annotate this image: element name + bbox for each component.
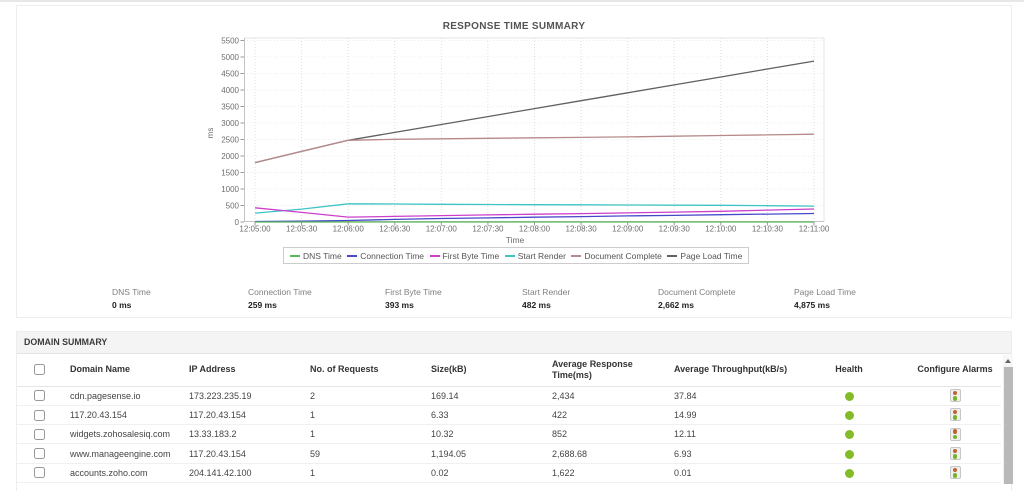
svg-text:500: 500 <box>226 201 240 210</box>
svg-text:5000: 5000 <box>221 53 239 62</box>
svg-text:12:06:30: 12:06:30 <box>379 225 411 234</box>
svg-text:12:08:30: 12:08:30 <box>566 225 598 234</box>
svg-text:12:09:30: 12:09:30 <box>659 225 691 234</box>
svg-text:12:10:00: 12:10:00 <box>705 225 737 234</box>
svg-text:12:11:00: 12:11:00 <box>799 225 830 234</box>
svg-text:5500: 5500 <box>221 36 239 45</box>
svg-text:1500: 1500 <box>221 168 239 177</box>
svg-text:12:07:00: 12:07:00 <box>426 225 458 234</box>
svg-text:4000: 4000 <box>221 86 239 95</box>
svg-text:12:08:00: 12:08:00 <box>519 225 551 234</box>
svg-text:12:09:00: 12:09:00 <box>612 225 644 234</box>
svg-text:12:10:30: 12:10:30 <box>752 225 784 234</box>
svg-text:12:06:00: 12:06:00 <box>333 225 365 234</box>
svg-text:Time: Time <box>506 235 525 245</box>
svg-text:4500: 4500 <box>221 69 239 78</box>
svg-text:2500: 2500 <box>221 135 239 144</box>
svg-text:ms: ms <box>206 128 215 139</box>
svg-text:3000: 3000 <box>221 119 239 128</box>
svg-text:0: 0 <box>235 218 240 227</box>
svg-text:3500: 3500 <box>221 102 239 111</box>
svg-text:2000: 2000 <box>221 152 239 161</box>
svg-text:1000: 1000 <box>221 185 239 194</box>
svg-text:12:05:00: 12:05:00 <box>239 225 271 234</box>
svg-text:12:07:30: 12:07:30 <box>472 225 504 234</box>
svg-text:12:05:30: 12:05:30 <box>286 225 318 234</box>
